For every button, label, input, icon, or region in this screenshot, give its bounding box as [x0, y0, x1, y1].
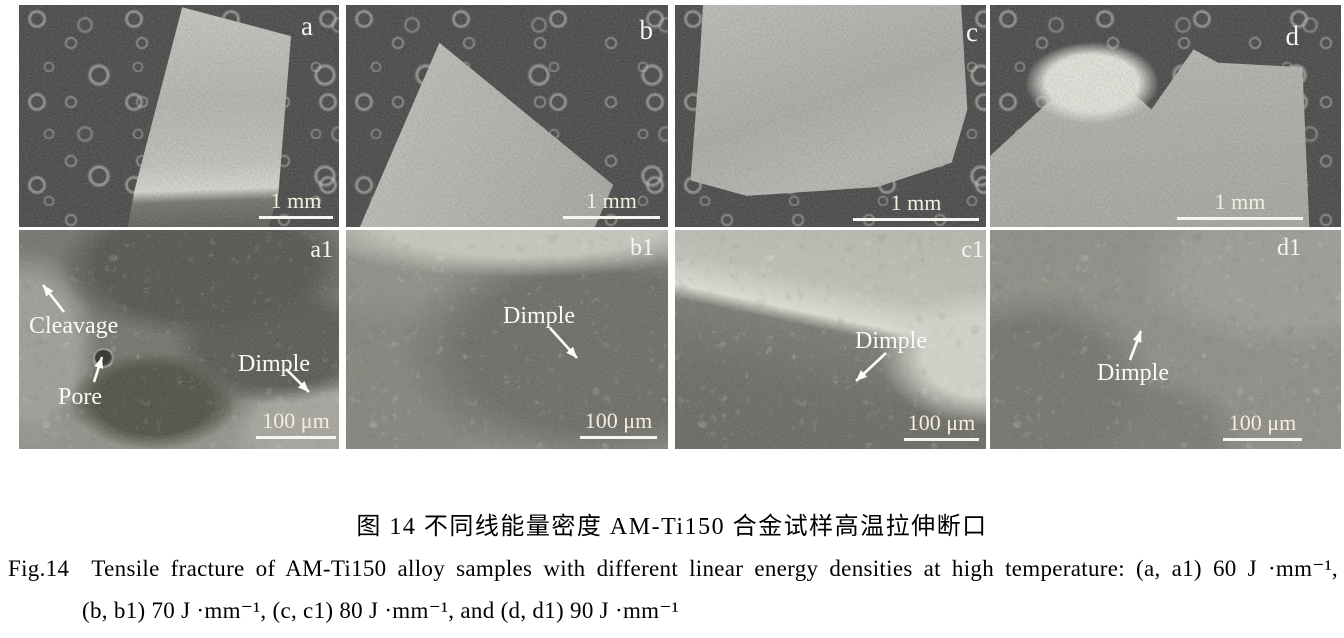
scale-bar: 1 mm	[563, 190, 660, 219]
sem-grain-texture	[675, 230, 986, 449]
sem-grain-texture	[19, 230, 339, 449]
scale-bar: 1 mm	[853, 192, 979, 221]
annotation-arrow	[285, 368, 310, 393]
panel-label: d1	[1277, 235, 1301, 261]
sem-panel-a: a 1 mm	[19, 5, 339, 227]
scale-bar: 100 μm	[580, 410, 657, 439]
scale-bar-text: 1 mm	[890, 190, 942, 215]
annotation-cleavage: Cleavage	[29, 313, 119, 339]
scale-bar-line	[1177, 217, 1303, 220]
panel-label: c1	[961, 237, 984, 263]
sem-panel-a1: a1 Cleavage Pore Dimple 100 μm	[19, 230, 339, 449]
scale-bar-text: 100 μm	[262, 408, 330, 433]
scale-bar-line	[580, 436, 657, 439]
caption-english-line1: Fig.14 Tensile fracture of AM-Ti150 allo…	[8, 556, 1338, 581]
scale-bar: 100 μm	[904, 412, 979, 441]
panel-label: c	[966, 17, 978, 47]
sem-grain-texture	[19, 5, 339, 227]
annotation-dimple: Dimple	[855, 328, 927, 354]
scale-bar: 100 μm	[256, 410, 336, 439]
sem-panel-d: d 1 mm	[990, 5, 1341, 227]
panel-label: d	[1285, 21, 1300, 51]
sem-panel-b1: b1 Dimple 100 μm	[346, 230, 668, 449]
annotation-pore: Pore	[58, 384, 102, 410]
sem-grain-texture	[346, 230, 668, 449]
sem-grain-texture	[675, 5, 986, 227]
scale-bar-text: 1 mm	[586, 188, 637, 213]
scale-bar-text: 100 μm	[584, 408, 653, 433]
sem-grain-texture	[346, 5, 668, 227]
scale-bar: 1 mm	[259, 190, 333, 219]
sem-grain-texture	[990, 5, 1341, 227]
scale-bar: 1 mm	[1177, 191, 1303, 220]
annotation-arrow	[1128, 330, 1143, 361]
caption-english-line2: (b, b1) 70 J ·mm⁻¹, (c, c1) 80 J ·mm⁻¹, …	[82, 598, 679, 623]
sem-grain-texture	[990, 230, 1341, 449]
annotation-arrow	[92, 356, 104, 383]
annotation-dimple: Dimple	[238, 351, 310, 377]
scale-bar-line	[853, 218, 979, 221]
scale-bar-text: 100 μm	[907, 410, 976, 435]
scale-bar-line	[904, 438, 979, 441]
scale-bar-text: 100 μm	[1228, 410, 1297, 435]
panel-label: a	[301, 11, 313, 41]
panel-label: b1	[630, 235, 654, 261]
caption-chinese: 图 14 不同线能量密度 AM-Ti150 合金试样高温拉伸断口	[356, 514, 988, 540]
panel-label: b	[639, 15, 654, 45]
annotation-arrow	[855, 352, 887, 382]
annotation-dimple: Dimple	[1097, 360, 1169, 386]
scale-bar-line	[563, 216, 660, 219]
annotation-arrow	[549, 327, 578, 359]
scale-bar-line	[1223, 438, 1302, 441]
scale-bar-text: 1 mm	[270, 188, 322, 213]
annotation-arrow	[41, 284, 66, 313]
sem-panel-b: b 1 mm	[346, 5, 668, 227]
sem-panel-d1: d1 Dimple 100 μm	[990, 230, 1341, 449]
scale-bar-line	[259, 216, 333, 219]
scale-bar-text: 1 mm	[1214, 189, 1266, 214]
sem-panel-c1: c1 Dimple 100 μm	[675, 230, 986, 449]
annotation-dimple: Dimple	[503, 303, 575, 329]
scale-bar-line	[256, 436, 336, 439]
sem-panel-c: c 1 mm	[675, 5, 986, 227]
scale-bar: 100 μm	[1223, 412, 1302, 441]
panel-label: a1	[310, 237, 333, 263]
